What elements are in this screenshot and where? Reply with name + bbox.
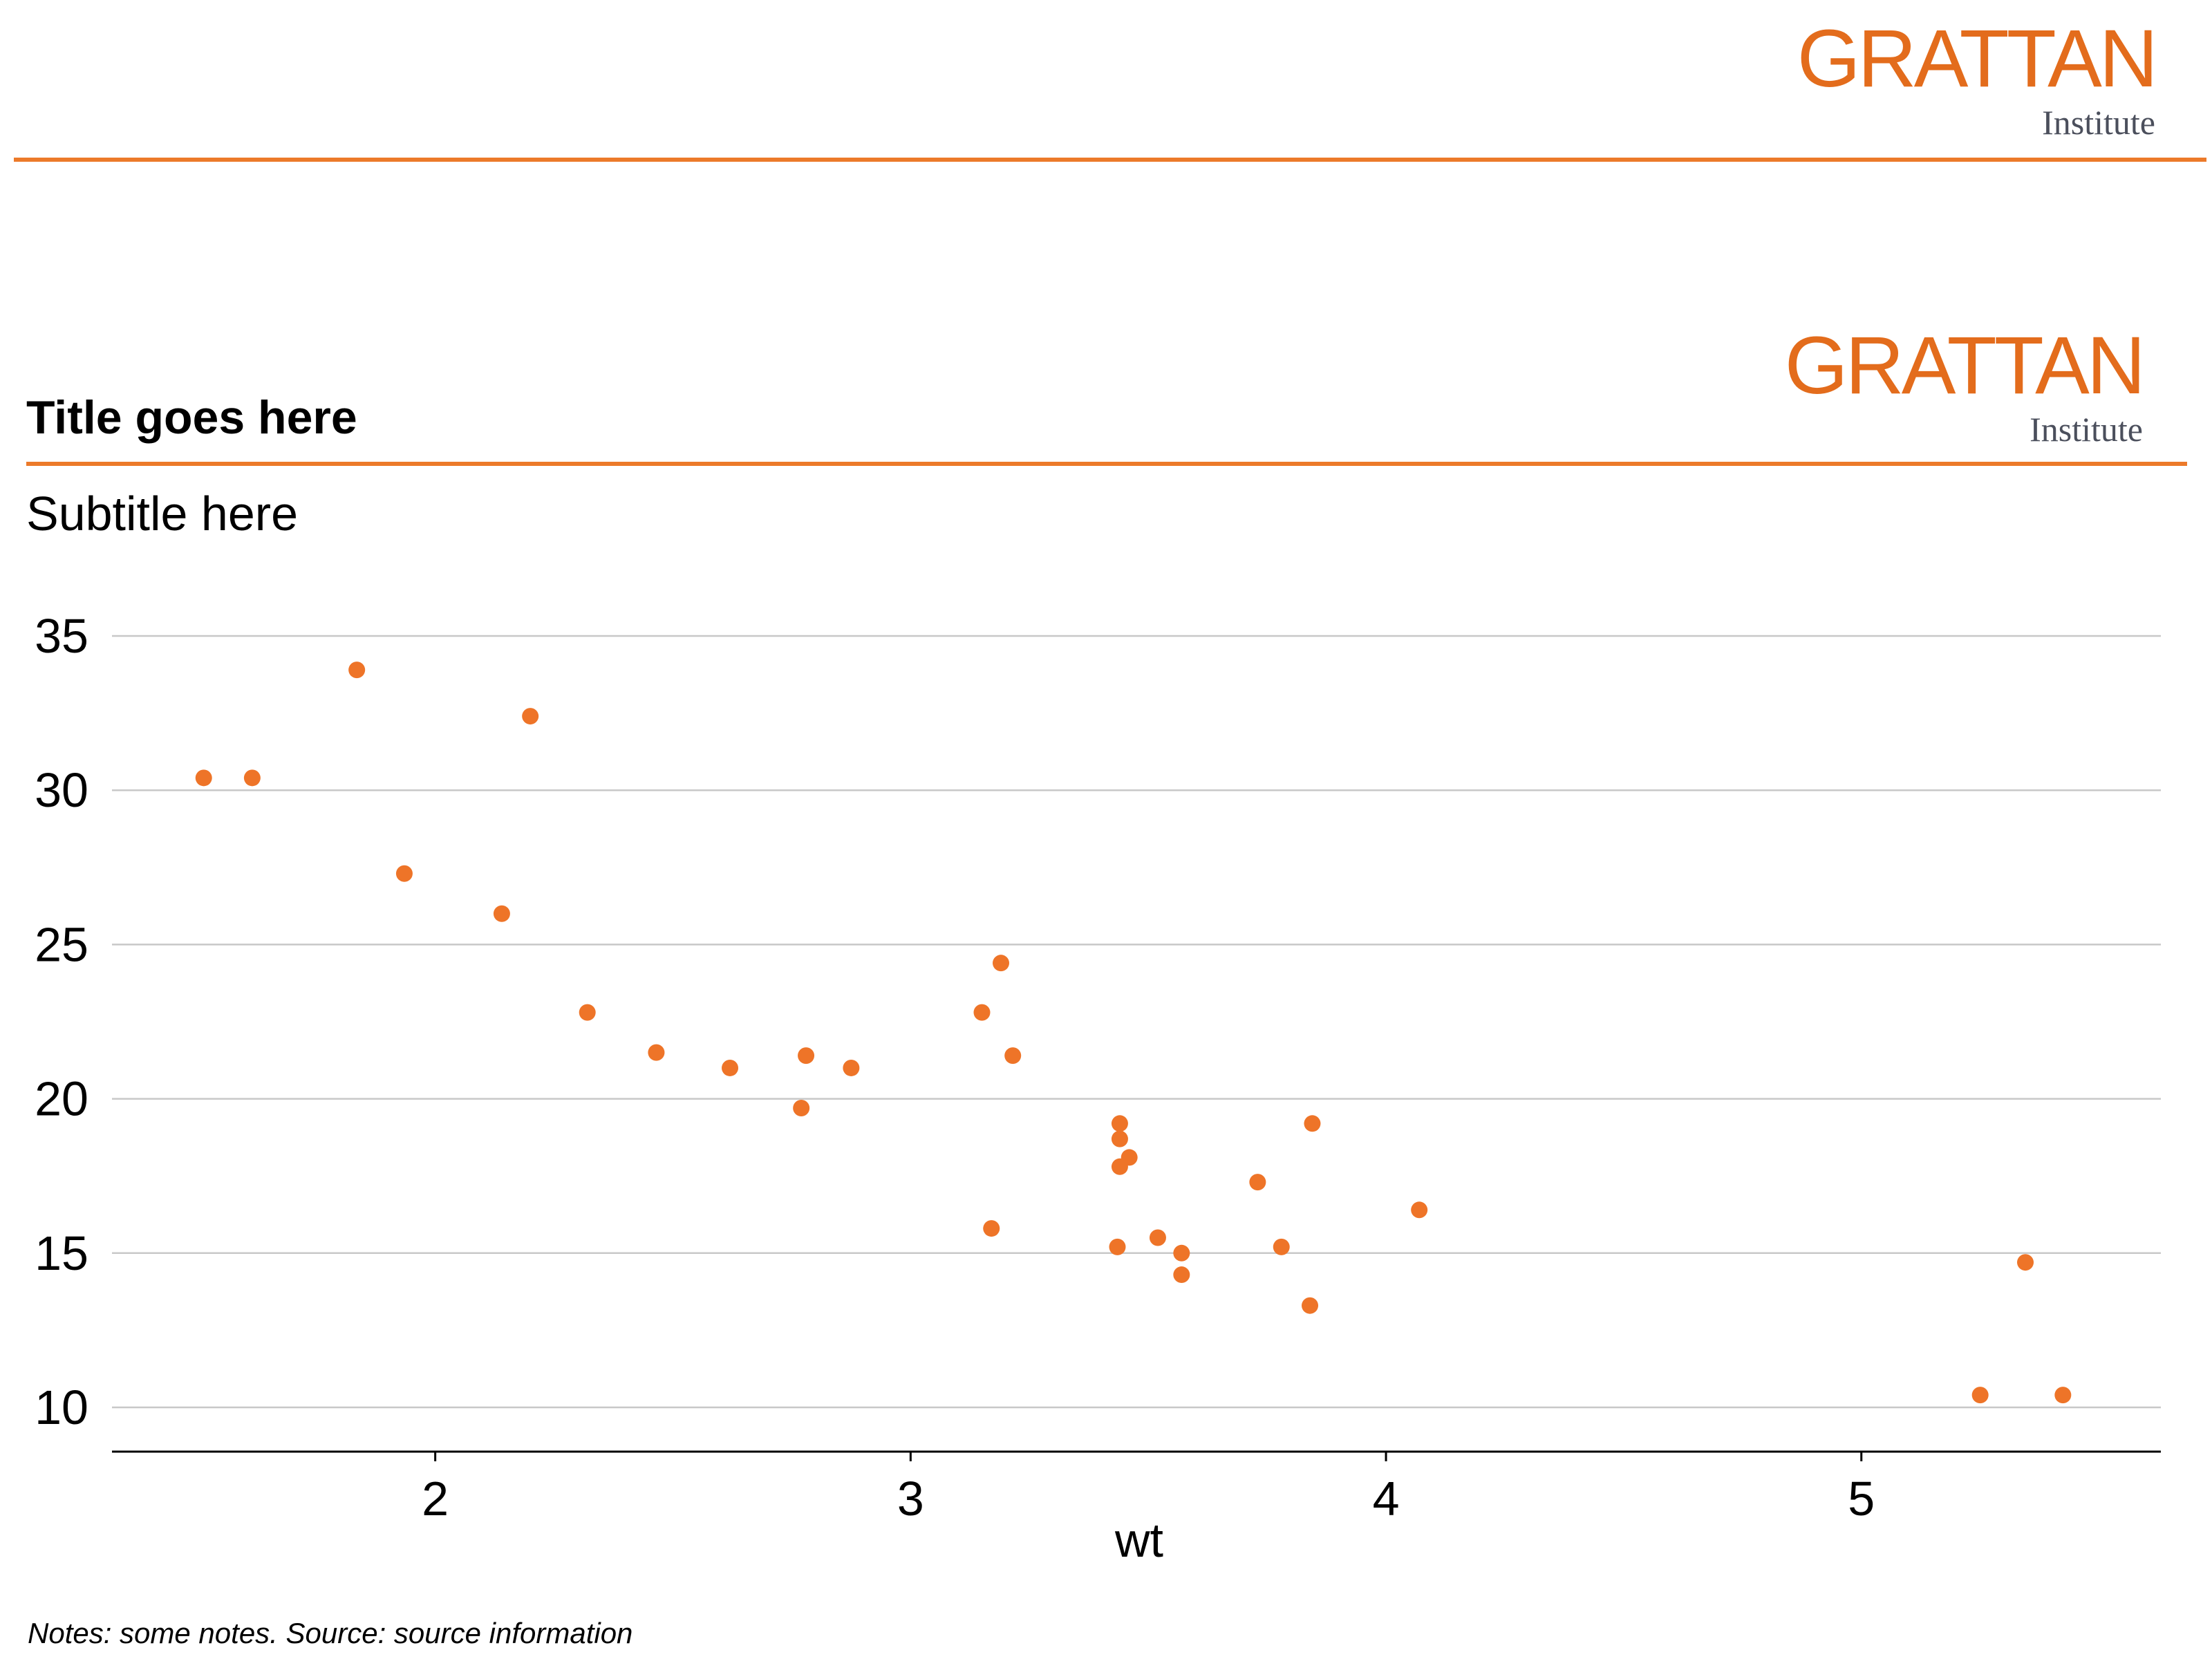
logo-tagline: Institute (2030, 410, 2143, 449)
grid-lines (112, 635, 2161, 1409)
chart-subtitle: Subtitle here (26, 487, 299, 541)
y-tick-label: 30 (35, 763, 88, 817)
data-point (2017, 1254, 2034, 1271)
x-tick-label: 2 (422, 1472, 449, 1526)
data-point (579, 1004, 596, 1021)
data-point (648, 1044, 665, 1061)
grattan-logo-chart: GRATTAN Institute (1784, 320, 2146, 449)
chart-title: Title goes here (26, 391, 357, 444)
x-tick-label: 4 (1373, 1472, 1400, 1526)
data-point (195, 769, 212, 787)
scatter-plot: 10 15 20 25 30 35 2 3 4 5 wt (35, 609, 2161, 1567)
data-point (348, 662, 366, 679)
data-point (1249, 1174, 1266, 1191)
data-point (1971, 1387, 1989, 1404)
grattan-logo-top: GRATTAN Institute (1797, 13, 2158, 142)
header-rule-top (14, 158, 2206, 162)
x-tick-label: 3 (897, 1472, 924, 1526)
data-point (1411, 1201, 1428, 1219)
data-point (1109, 1238, 1126, 1255)
data-point (1004, 1047, 1022, 1065)
x-axis: 2 3 4 5 (112, 1450, 2161, 1526)
x-axis-label: wt (1114, 1513, 1163, 1567)
data-point (243, 769, 261, 787)
data-point (1302, 1297, 1319, 1314)
data-point (1173, 1266, 1190, 1284)
logo-wordmark: GRATTAN (1784, 320, 2146, 411)
chart-notes: Notes: some notes. Source: source inform… (28, 1617, 633, 1649)
data-point (2054, 1387, 2072, 1404)
x-tick-label: 5 (1848, 1472, 1875, 1526)
y-tick-label: 20 (35, 1072, 88, 1126)
y-tick-label: 25 (35, 917, 88, 971)
data-point (973, 1004, 991, 1021)
logo-tagline: Institute (2042, 103, 2155, 142)
y-tick-label: 35 (35, 609, 88, 663)
data-point (1273, 1238, 1290, 1255)
data-point (1173, 1244, 1190, 1262)
data-point (798, 1047, 815, 1065)
data-point (1304, 1115, 1321, 1132)
data-point (843, 1059, 860, 1076)
data-point (1111, 1115, 1128, 1132)
y-tick-label: 15 (35, 1226, 88, 1280)
data-point (395, 865, 413, 882)
title-rule (26, 462, 2187, 466)
y-axis: 10 15 20 25 30 35 (35, 609, 88, 1434)
data-point (493, 905, 510, 922)
data-point (522, 708, 539, 725)
data-point (1111, 1130, 1128, 1147)
data-point (993, 955, 1010, 972)
logo-wordmark: GRATTAN (1797, 13, 2158, 104)
y-tick-label: 10 (35, 1380, 88, 1434)
data-points (195, 662, 2072, 1404)
data-point (793, 1099, 810, 1116)
data-point (1121, 1149, 1138, 1166)
data-point (983, 1220, 1000, 1237)
data-point (1149, 1229, 1166, 1246)
data-point (722, 1059, 739, 1076)
